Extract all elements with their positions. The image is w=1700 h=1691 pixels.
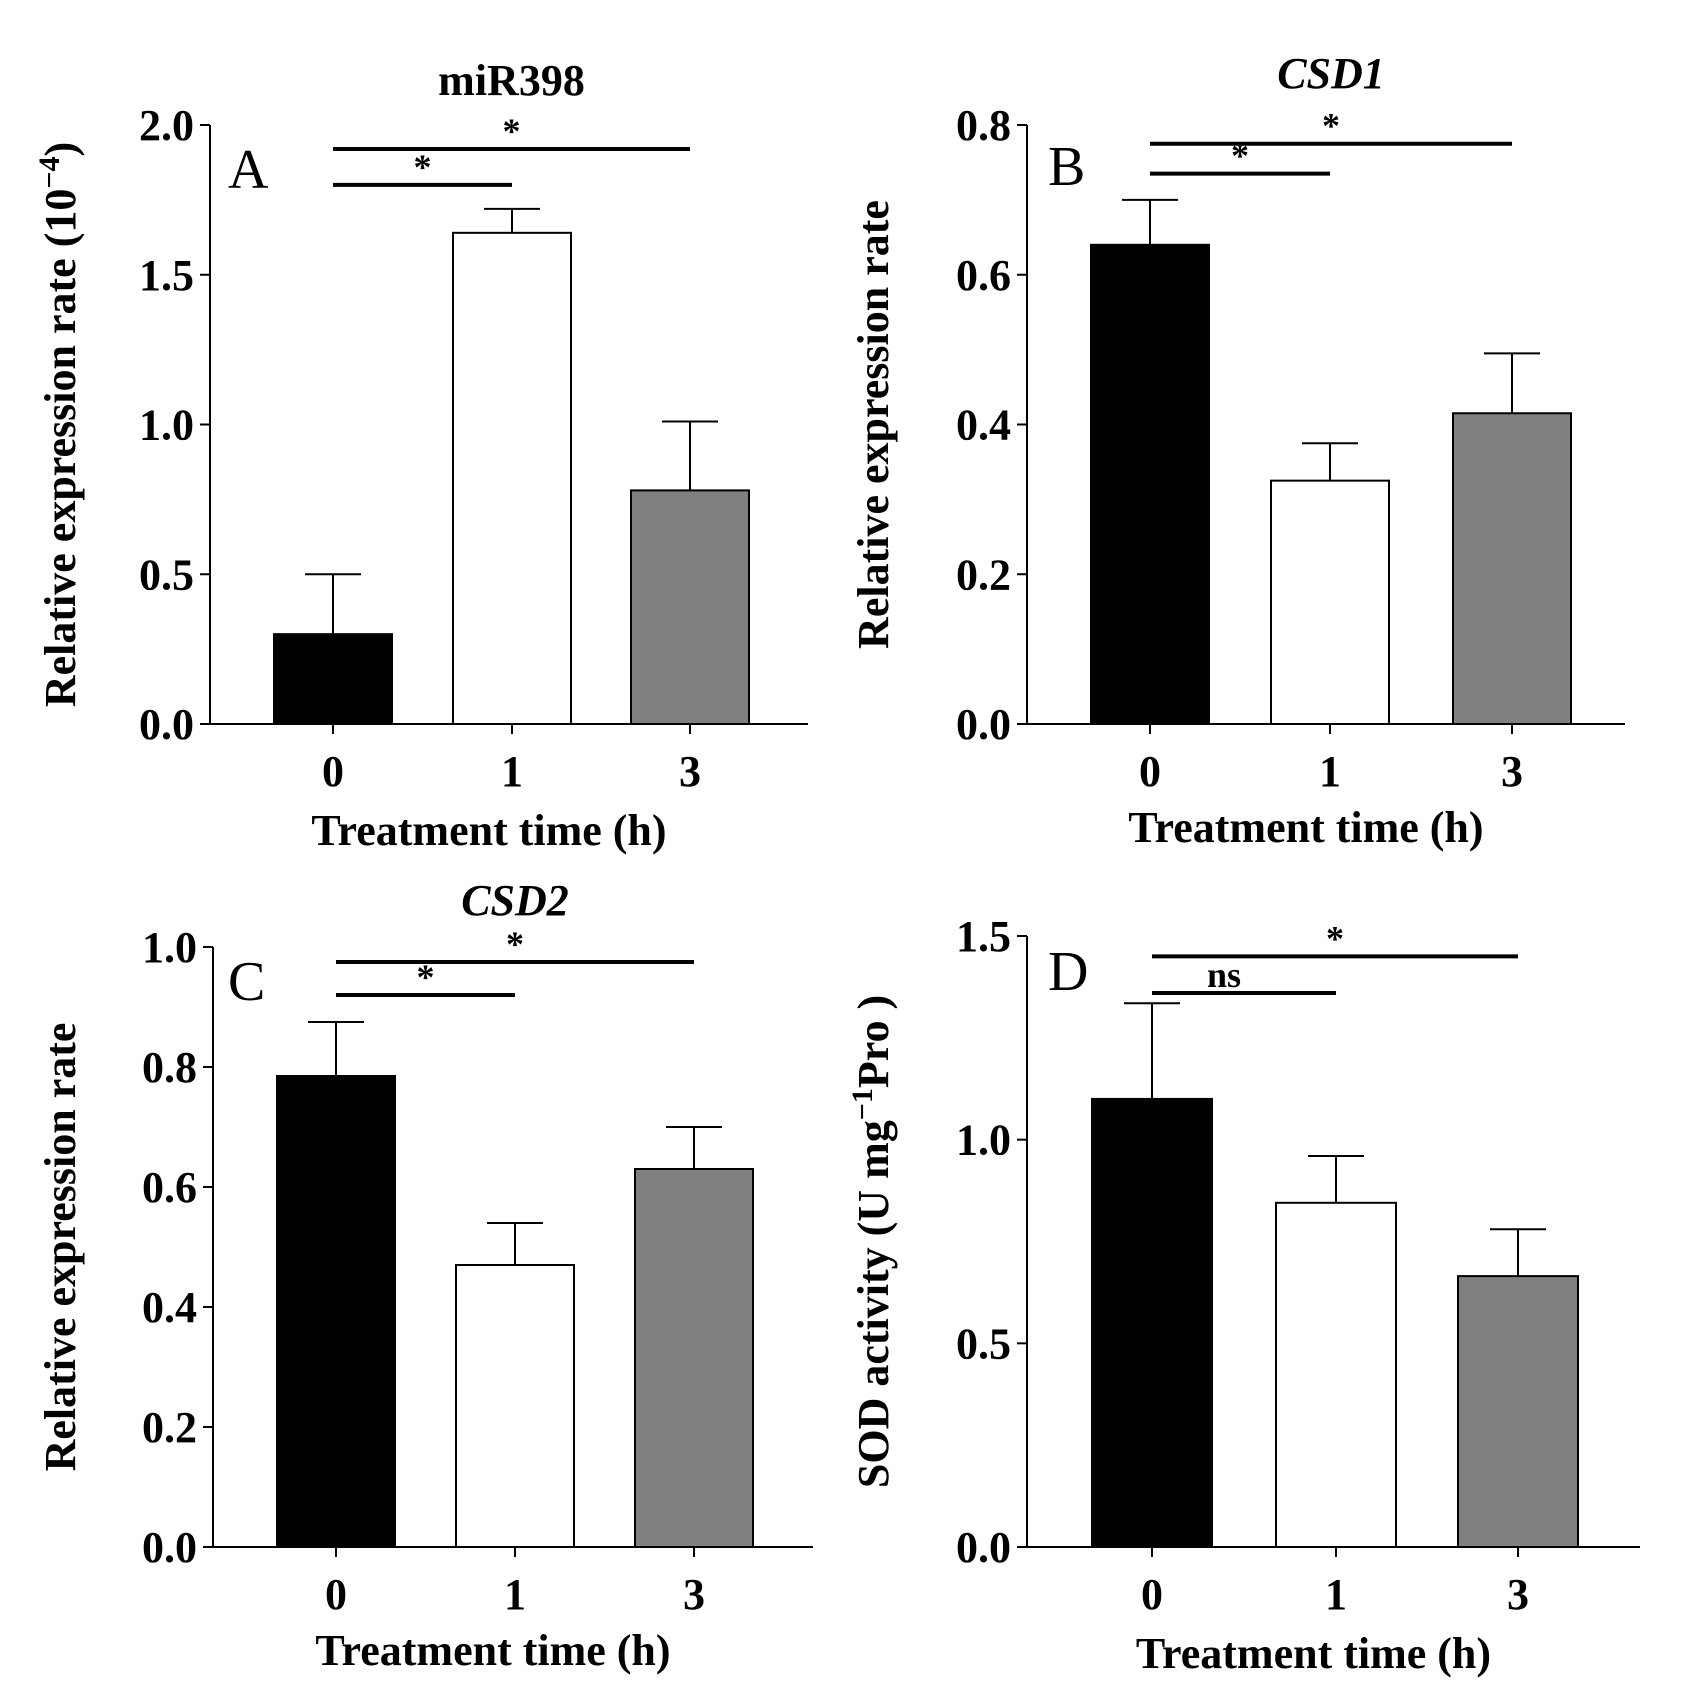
- significance-label: *: [506, 924, 524, 964]
- panel-title: CSD1: [1277, 49, 1385, 98]
- x-tick-label: 3: [1501, 747, 1523, 796]
- bar: [634, 1168, 754, 1548]
- panel-d: 0.0 0.5 1.0 1.5 0 1 3 * ns D Treatment time (h) SOD…: [846, 912, 1640, 1678]
- y-tick-label: 2.0: [139, 101, 194, 150]
- y-axis-title: SOD activity (U mg−1Pro ): [846, 995, 898, 1488]
- significance-label: *: [1322, 106, 1340, 146]
- bar: [452, 231, 572, 725]
- y-tick-label: 0.4: [956, 401, 1011, 450]
- panel-letter: A: [228, 139, 269, 201]
- bar: [276, 1075, 396, 1548]
- y-tick-label: 0.0: [956, 700, 1011, 749]
- y-tick-label: 1.0: [139, 401, 194, 450]
- bar: [1091, 1097, 1213, 1549]
- significance-label: *: [414, 147, 432, 187]
- y-tick-label: 1.0: [142, 923, 197, 972]
- x-tick-label: 3: [1507, 1570, 1529, 1619]
- y-tick-label: 0.0: [956, 1523, 1011, 1572]
- x-axis-title: Treatment time (h): [315, 1626, 670, 1675]
- x-tick-label: 1: [1319, 747, 1341, 796]
- x-tick-label: 0: [1139, 747, 1161, 796]
- x-tick-label: 0: [325, 1570, 347, 1619]
- bar: [1452, 412, 1572, 725]
- x-axis-title: Treatment time (h): [1136, 1629, 1491, 1678]
- y-tick-label: 0.8: [956, 101, 1011, 150]
- x-tick-label: 1: [1325, 1570, 1347, 1619]
- y-tick-label: 0.4: [142, 1283, 197, 1332]
- x-tick-label: 1: [504, 1570, 526, 1619]
- x-axis-title: Treatment time (h): [311, 806, 666, 855]
- x-tick-label: 1: [501, 747, 523, 796]
- bar: [455, 1264, 575, 1548]
- y-tick-label: 1.5: [956, 912, 1011, 961]
- x-tick-label: 0: [322, 747, 344, 796]
- panel-letter: C: [228, 951, 265, 1013]
- x-tick-label: 0: [1141, 1570, 1163, 1619]
- y-tick-label: 0.6: [142, 1163, 197, 1212]
- panel-letter: D: [1048, 941, 1088, 1003]
- y-tick-label: 0.0: [142, 1523, 197, 1572]
- y-tick-label: 0.6: [956, 251, 1011, 300]
- y-axis-title: Relative expression rate (10−4): [33, 142, 85, 707]
- y-tick-label: 1.0: [956, 1116, 1011, 1165]
- y-axis-title: Relative expression rate: [36, 1023, 85, 1472]
- panel-letter: B: [1048, 136, 1085, 198]
- panel-title: miR398: [438, 56, 585, 105]
- y-tick-label: 0.8: [142, 1043, 197, 1092]
- panel-c: 0.0 0.2 0.4 0.6 0.8 1.0 0 1 3 * * C CSD2 Treatment ti…: [36, 876, 813, 1675]
- significance-label: *: [503, 111, 521, 151]
- bar: [1457, 1275, 1579, 1548]
- significance-label: *: [417, 957, 435, 997]
- y-tick-label: 0.0: [139, 700, 194, 749]
- y-tick-label: 0.2: [142, 1403, 197, 1452]
- bar: [1270, 479, 1390, 725]
- y-tick-label: 0.5: [956, 1319, 1011, 1368]
- bar: [273, 633, 393, 726]
- significance-label: ns: [1207, 955, 1241, 995]
- x-tick-label: 3: [683, 1570, 705, 1619]
- x-tick-label: 3: [679, 747, 701, 796]
- y-tick-label: 1.5: [139, 251, 194, 300]
- bar: [1090, 243, 1210, 726]
- bar: [1275, 1201, 1397, 1548]
- panel-title: CSD2: [461, 876, 569, 925]
- y-axis-title: Relative expression rate: [849, 200, 898, 649]
- significance-label: *: [1326, 918, 1344, 958]
- y-tick-label: 0.5: [139, 550, 194, 599]
- bar: [630, 489, 750, 726]
- x-axis-title: Treatment time (h): [1128, 803, 1483, 852]
- panel-b: 0.0 0.2 0.4 0.6 0.8 0 1 3 * * B CSD1 Treatment time …: [849, 49, 1625, 852]
- y-tick-label: 0.2: [956, 550, 1011, 599]
- significance-label: *: [1231, 136, 1249, 176]
